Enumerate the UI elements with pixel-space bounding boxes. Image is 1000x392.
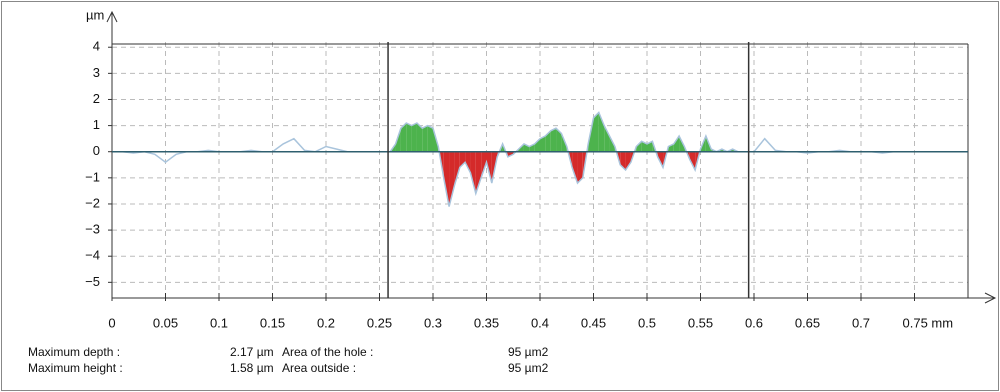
fill-area bbox=[523, 143, 530, 152]
stat-area-label: Area outside : bbox=[282, 361, 356, 375]
x-tick-label: 0.5 bbox=[638, 315, 656, 330]
y-tick-label: 4 bbox=[93, 39, 100, 54]
fill-area bbox=[636, 141, 642, 152]
y-tick-label: −2 bbox=[85, 195, 100, 210]
fill-area bbox=[673, 136, 680, 152]
y-tick-label: 3 bbox=[93, 65, 100, 80]
y-tick-label: −3 bbox=[85, 222, 100, 237]
x-tick-label: 0.65 bbox=[795, 315, 820, 330]
stat-label: Maximum depth : bbox=[28, 345, 120, 359]
x-tick-label: 0.45 bbox=[581, 315, 606, 330]
x-tick-label: 0.1 bbox=[210, 315, 228, 330]
x-tick-label: 0.6 bbox=[745, 315, 763, 330]
y-axis-label: µm bbox=[86, 7, 104, 22]
stat-area: 95 µm2 bbox=[508, 345, 549, 359]
y-tick-label: 1 bbox=[93, 117, 100, 132]
fill-area bbox=[459, 151, 466, 168]
fill-area bbox=[470, 151, 476, 194]
fill-area bbox=[422, 125, 428, 152]
x-tick-label: 0.7 bbox=[852, 315, 870, 330]
x-tick-label: 0.15 bbox=[260, 315, 285, 330]
stat-value: 2.17 µm bbox=[230, 345, 274, 359]
fill-area bbox=[545, 130, 551, 152]
fill-area bbox=[534, 138, 540, 152]
x-arrow bbox=[984, 292, 997, 304]
x-tick-label: 0.3 bbox=[424, 315, 442, 330]
y-tick-label: 2 bbox=[93, 91, 100, 106]
y-tick-label: −5 bbox=[85, 274, 100, 289]
fill-area bbox=[416, 122, 423, 152]
stat-area: 95 µm2 bbox=[508, 361, 549, 375]
fill-area bbox=[406, 122, 412, 152]
x-tick-label: 0.4 bbox=[531, 315, 549, 330]
y-tick-label: −4 bbox=[85, 248, 100, 263]
fill-area bbox=[475, 151, 482, 194]
y-tick-label: 0 bbox=[93, 143, 100, 158]
fill-area bbox=[689, 151, 696, 170]
fill-area bbox=[465, 151, 471, 173]
fill-area bbox=[572, 151, 578, 184]
fill-area bbox=[540, 136, 546, 152]
fill-area bbox=[454, 151, 460, 186]
fill-area bbox=[550, 128, 557, 152]
x-tick-label: 0.25 bbox=[367, 315, 392, 330]
x-tick-label: 0 bbox=[108, 315, 115, 330]
x-tick-label: 0.75 mm bbox=[903, 315, 954, 330]
fill-area bbox=[481, 151, 487, 178]
stat-label: Maximum height : bbox=[28, 361, 123, 375]
stat-value: 1.58 µm bbox=[230, 361, 274, 375]
fill-area bbox=[427, 125, 433, 152]
stat-area-label: Area of the hole : bbox=[282, 345, 373, 359]
fill-area bbox=[400, 122, 407, 152]
fill-area bbox=[577, 151, 583, 184]
fill-area bbox=[593, 112, 599, 152]
x-tick-label: 0.55 bbox=[688, 315, 713, 330]
fill-area bbox=[625, 151, 631, 170]
y-tick-label: −1 bbox=[85, 169, 100, 184]
fill-area bbox=[449, 151, 455, 207]
y-arrow bbox=[106, 10, 118, 23]
fill-area bbox=[411, 122, 417, 152]
x-tick-label: 0.2 bbox=[317, 315, 335, 330]
fill-area bbox=[556, 128, 562, 152]
fill-area bbox=[604, 125, 610, 152]
fill-area bbox=[443, 151, 450, 207]
x-tick-label: 0.35 bbox=[474, 315, 499, 330]
x-tick-label: 0.05 bbox=[153, 315, 178, 330]
